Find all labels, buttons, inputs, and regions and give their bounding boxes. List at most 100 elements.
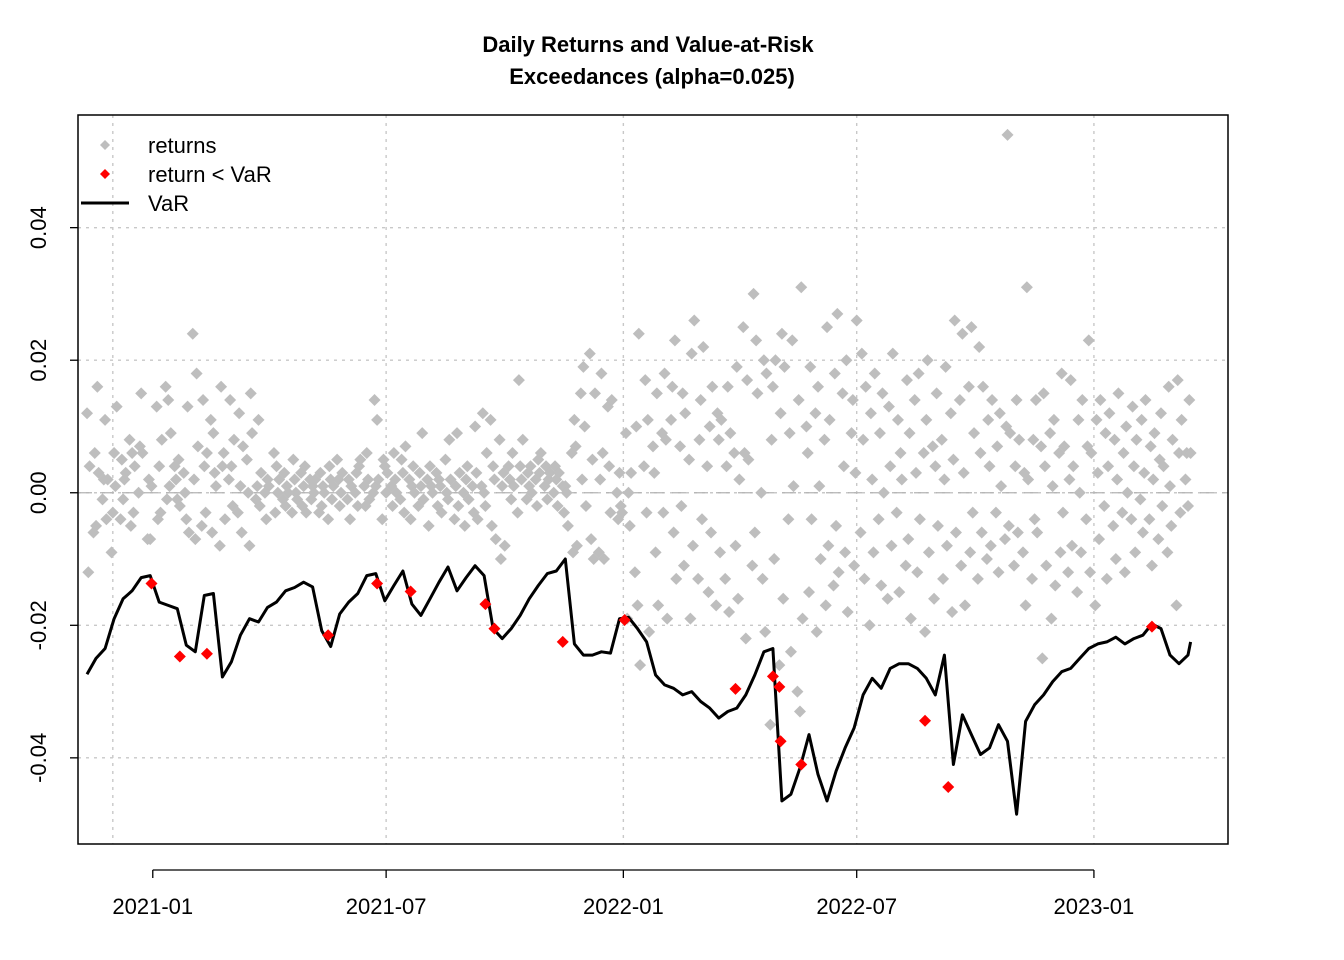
- return-point: [732, 592, 745, 605]
- return-point: [668, 334, 681, 347]
- return-point: [105, 546, 118, 559]
- return-point: [739, 632, 752, 645]
- return-point: [1170, 599, 1183, 612]
- return-point: [640, 506, 653, 519]
- return-point: [1111, 473, 1124, 486]
- return-point: [1064, 374, 1077, 387]
- return-point: [511, 506, 524, 519]
- return-point: [774, 407, 787, 420]
- return-point: [706, 380, 719, 393]
- return-point: [679, 407, 692, 420]
- return-point: [225, 460, 238, 473]
- return-point: [839, 546, 852, 559]
- return-point: [719, 572, 732, 585]
- return-point: [204, 413, 217, 426]
- return-point: [180, 513, 193, 526]
- return-point: [376, 513, 389, 526]
- return-point: [955, 559, 968, 572]
- return-point: [325, 493, 338, 506]
- return-point: [1001, 128, 1014, 141]
- return-point: [1075, 546, 1088, 559]
- return-point: [677, 559, 690, 572]
- return-point: [199, 506, 212, 519]
- exceedance-point: [479, 598, 492, 611]
- return-point: [619, 427, 632, 440]
- exceedance-point: [919, 714, 932, 727]
- return-point: [198, 460, 211, 473]
- return-point: [595, 367, 608, 380]
- return-point: [692, 572, 705, 585]
- return-point: [169, 473, 182, 486]
- return-point: [683, 453, 696, 466]
- return-point: [930, 387, 943, 400]
- return-point: [710, 599, 723, 612]
- return-point: [1127, 460, 1140, 473]
- return-point: [88, 446, 101, 459]
- return-point: [791, 685, 804, 698]
- return-point: [224, 393, 237, 406]
- return-point: [560, 486, 573, 499]
- return-point: [478, 486, 491, 499]
- return-point: [489, 533, 502, 546]
- return-point: [837, 460, 850, 473]
- chart-subtitle: Exceedances (alpha=0.025): [509, 64, 795, 89]
- return-point: [1148, 427, 1161, 440]
- return-point: [733, 473, 746, 486]
- return-point: [583, 347, 596, 360]
- return-point: [1135, 413, 1148, 426]
- return-point: [693, 433, 706, 446]
- return-point: [506, 446, 519, 459]
- return-point: [269, 506, 282, 519]
- return-point: [1173, 446, 1186, 459]
- return-point: [756, 572, 769, 585]
- return-point: [1035, 440, 1048, 453]
- return-point: [181, 400, 194, 413]
- return-point: [840, 354, 853, 367]
- return-point: [968, 427, 981, 440]
- return-point: [902, 533, 915, 546]
- return-point: [989, 506, 1002, 519]
- return-point: [351, 500, 364, 513]
- return-point: [973, 340, 986, 353]
- return-point: [448, 513, 461, 526]
- return-point: [307, 486, 320, 499]
- return-point: [795, 281, 808, 294]
- return-point: [524, 460, 537, 473]
- return-point: [585, 533, 598, 546]
- return-point: [768, 553, 781, 566]
- return-point: [983, 460, 996, 473]
- return-point: [413, 466, 426, 479]
- return-point: [525, 486, 538, 499]
- return-point: [341, 493, 354, 506]
- return-point: [494, 553, 507, 566]
- return-point: [964, 546, 977, 559]
- return-point: [715, 413, 728, 426]
- y-tick-label: -0.04: [26, 733, 51, 783]
- return-point: [227, 433, 240, 446]
- return-point: [751, 387, 764, 400]
- return-point: [101, 473, 114, 486]
- return-point: [1130, 433, 1143, 446]
- return-point: [956, 327, 969, 340]
- return-point: [267, 446, 280, 459]
- exceedance-point: [795, 758, 808, 771]
- return-point: [975, 526, 988, 539]
- return-point: [451, 427, 464, 440]
- return-point: [1082, 334, 1095, 347]
- return-point: [958, 599, 971, 612]
- y-tick-label: 0.00: [26, 471, 51, 514]
- return-point: [946, 606, 959, 619]
- legend-label: VaR: [148, 191, 189, 216]
- return-point: [1100, 572, 1113, 585]
- return-point: [333, 500, 346, 513]
- return-point: [485, 519, 498, 532]
- return-point: [867, 546, 880, 559]
- exceedance-point: [729, 682, 742, 695]
- exceedance-point: [173, 650, 186, 663]
- return-point: [649, 546, 662, 559]
- return-point: [460, 473, 473, 486]
- return-point: [1152, 533, 1165, 546]
- return-point: [625, 466, 638, 479]
- return-point: [396, 466, 409, 479]
- return-point: [882, 400, 895, 413]
